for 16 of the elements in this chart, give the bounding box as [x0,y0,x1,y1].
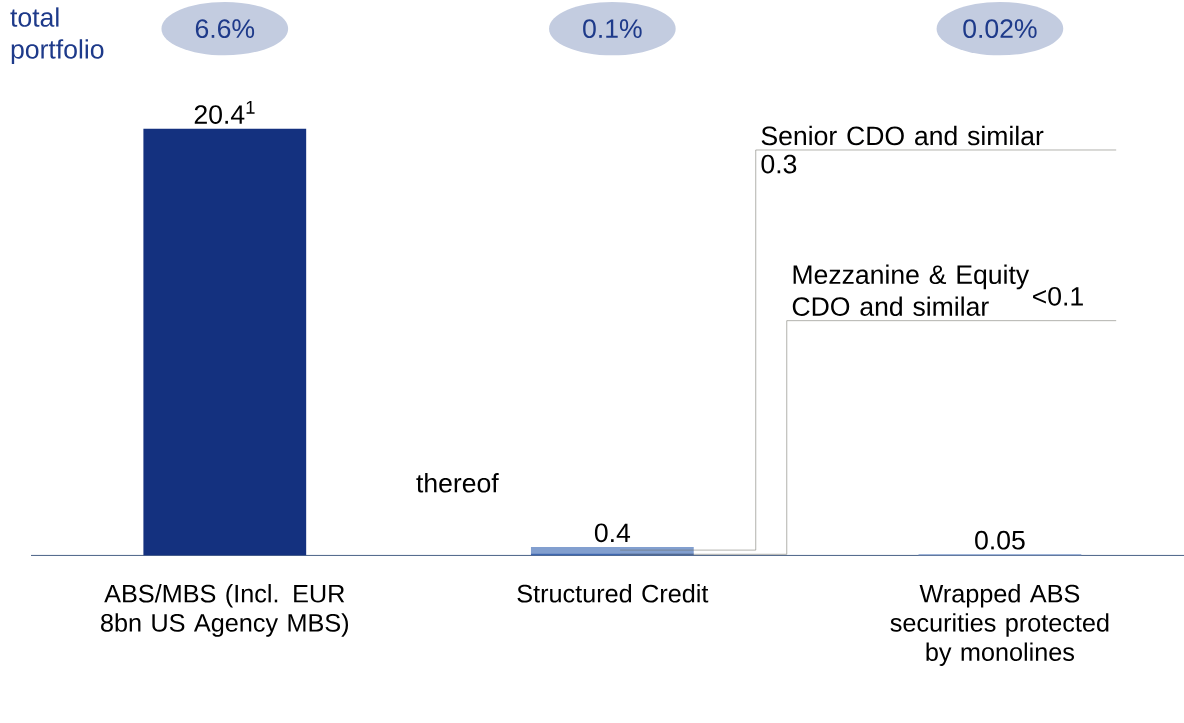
data-label: 20.4$^{1}$ [194,101,255,125]
x-tick-label: Structured Credit [517,584,709,603]
text: 0.02% [963,19,1037,39]
text: Mezzanine & Equity CDO and similar [792,264,1030,317]
data-label: <0.1 [1033,287,1083,306]
data-label: 0.3 [761,154,797,174]
chart-title: total portfolio [10,7,104,65]
total-label: 0.4 [594,523,631,543]
x-tick-label: Wrapped ABS securities protected by monolines [890,584,1109,667]
text: 6.6% [195,19,255,39]
x-tick-label: ABS/MBS (Incl. EUR 8bn US Agency MBS) [101,584,349,637]
annotation: thereof [416,473,499,493]
text: 0.1% [583,19,642,39]
data-label: 0.05 [975,530,1025,550]
text: Senior CDO and similar [761,125,1044,146]
bar [143,128,307,556]
